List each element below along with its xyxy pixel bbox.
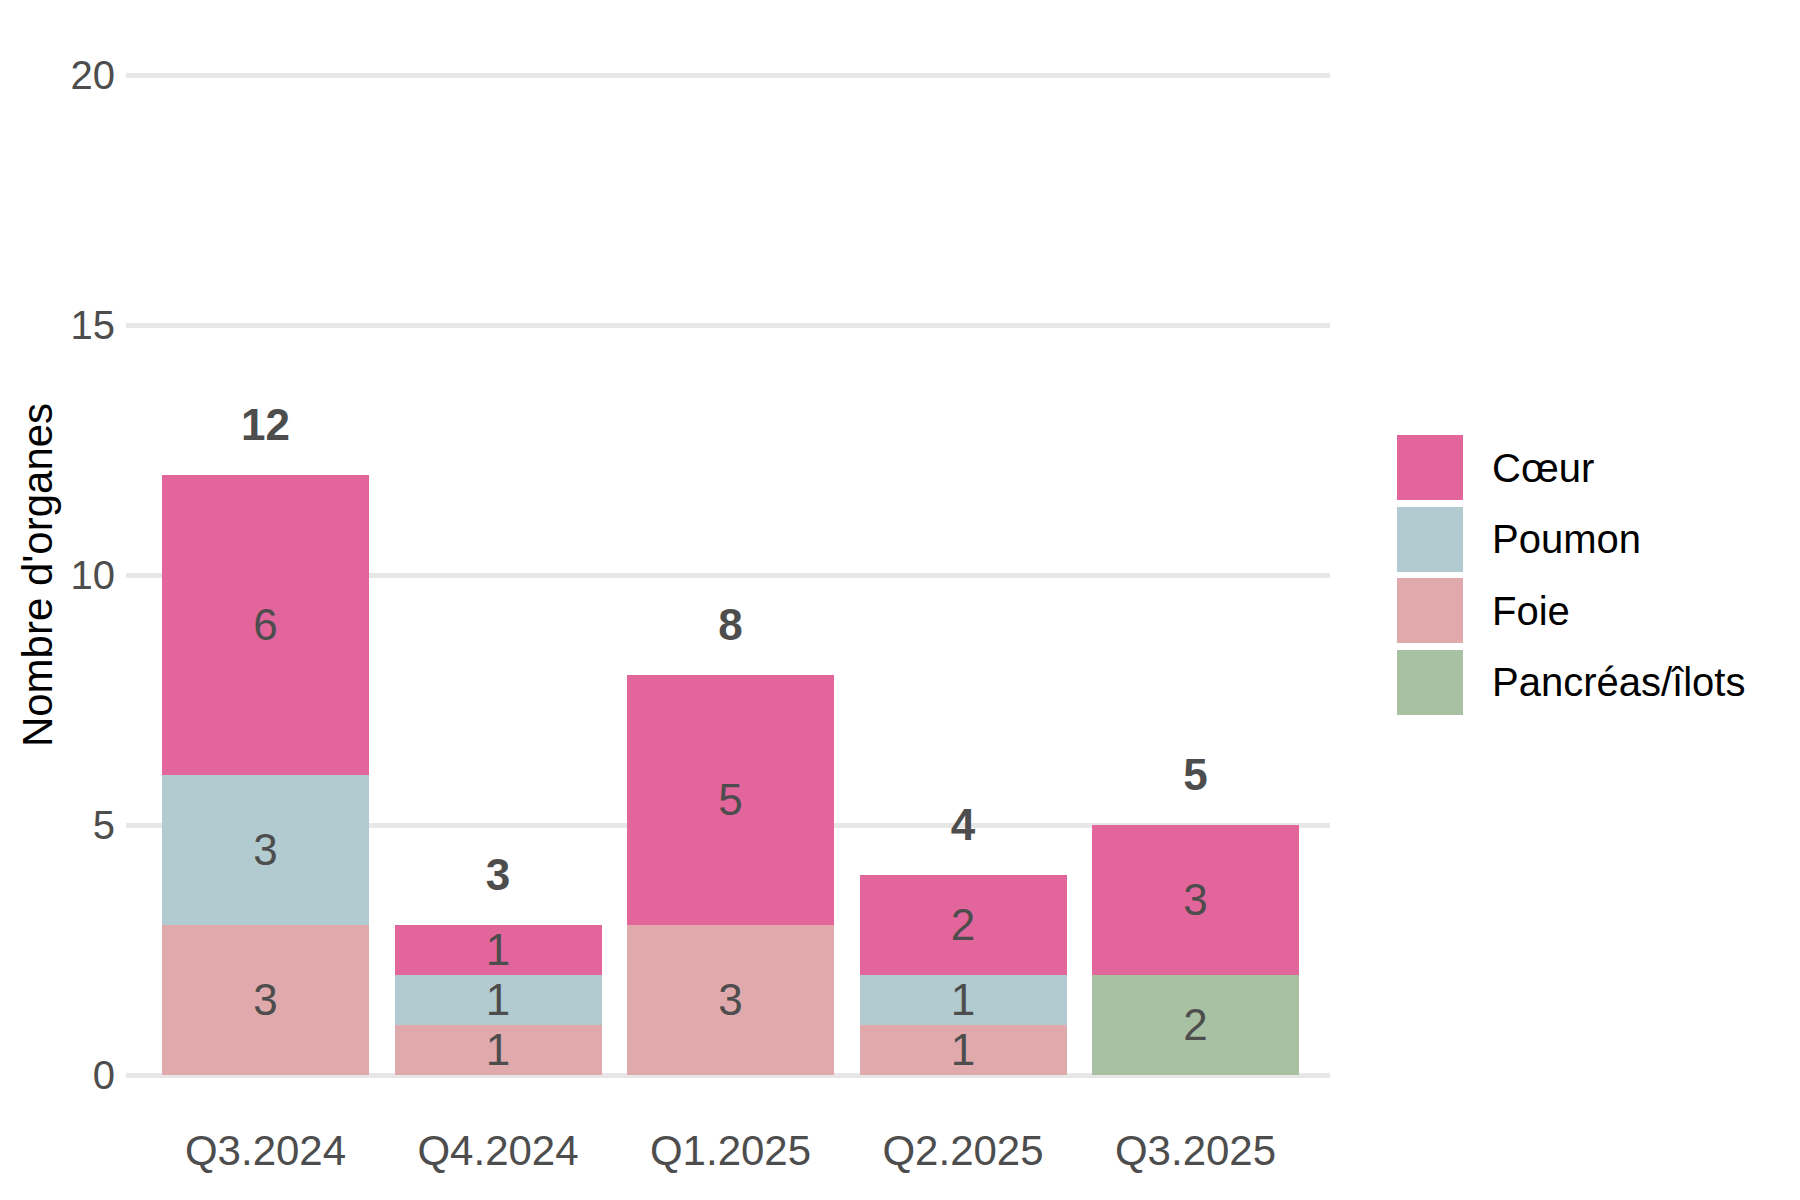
total-label-Q3.2024: 12 (241, 403, 290, 447)
legend-label: Cœur (1492, 448, 1594, 488)
total-label-Q1.2025: 8 (718, 603, 742, 647)
stacked-bar-chart: Nombre d'organes 0510152033612Q3.2024111… (0, 0, 1800, 1200)
total-label-Q3.2025: 5 (1183, 753, 1207, 797)
legend-swatch-icon (1397, 507, 1463, 572)
segment-label: 3 (253, 828, 277, 872)
x-tick-label-Q3.2025: Q3.2025 (1115, 1130, 1276, 1172)
legend-swatch-icon (1397, 435, 1463, 500)
y-tick-label-0: 0 (0, 1055, 115, 1095)
segment-label: 3 (1183, 878, 1207, 922)
y-tick-label-20: 20 (0, 55, 115, 95)
y-tick-label-5: 5 (0, 805, 115, 845)
y-tick-label-10: 10 (0, 555, 115, 595)
segment-label: 2 (951, 903, 975, 947)
total-label-Q4.2024: 3 (486, 853, 510, 897)
segment-label: 1 (951, 978, 975, 1022)
segment-label: 2 (1183, 1003, 1207, 1047)
legend-label: Poumon (1492, 519, 1641, 559)
segment-label: 3 (718, 978, 742, 1022)
legend-swatch-icon (1397, 578, 1463, 643)
segment-label: 5 (718, 778, 742, 822)
segment-label: 6 (253, 603, 277, 647)
segment-label: 1 (486, 928, 510, 972)
segment-label: 1 (951, 1028, 975, 1072)
gridline-y20 (126, 73, 1330, 78)
legend-label: Pancréas/îlots (1492, 662, 1745, 702)
segment-label: 1 (486, 978, 510, 1022)
x-tick-label-Q1.2025: Q1.2025 (650, 1130, 811, 1172)
x-tick-label-Q4.2024: Q4.2024 (417, 1130, 578, 1172)
total-label-Q2.2025: 4 (951, 803, 975, 847)
x-tick-label-Q3.2024: Q3.2024 (185, 1130, 346, 1172)
segment-label: 3 (253, 978, 277, 1022)
gridline-y15 (126, 323, 1330, 328)
segment-label: 1 (486, 1028, 510, 1072)
legend-label: Foie (1492, 591, 1570, 631)
legend-swatch-icon (1397, 650, 1463, 715)
x-tick-label-Q2.2025: Q2.2025 (882, 1130, 1043, 1172)
y-tick-label-15: 15 (0, 305, 115, 345)
